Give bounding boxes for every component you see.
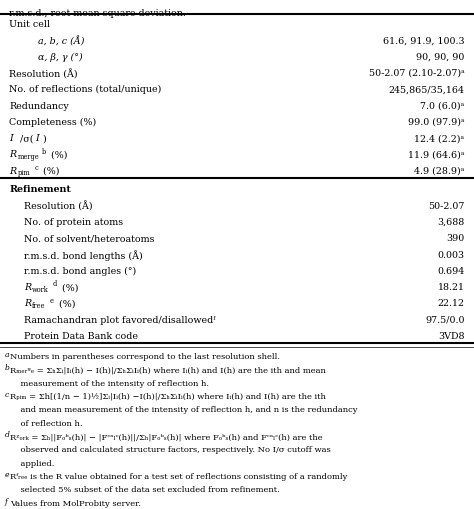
Text: Rᵡₒᵣₖ = Σₕ||Fₒᵇₛ(h)| − |Fᶜᵃₗᶜ(h)||/Σₕ|Fₒᵇₛ(h)| where Fₒᵇₛ(h) and Fᶜᵃₗᶜ(h) are th: Rᵡₒᵣₖ = Σₕ||Fₒᵇₛ(h)| − |Fᶜᵃₗᶜ(h)||/Σₕ|Fₒ… xyxy=(10,433,323,441)
Text: e: e xyxy=(5,471,9,479)
Text: 4.9 (28.9)ᵃ: 4.9 (28.9)ᵃ xyxy=(414,167,465,176)
Text: α, β, γ (°): α, β, γ (°) xyxy=(38,53,82,62)
Text: free: free xyxy=(32,302,46,310)
Text: Ramachandran plot favored/disallowedᶠ: Ramachandran plot favored/disallowedᶠ xyxy=(24,316,215,325)
Text: (%): (%) xyxy=(59,283,79,292)
Text: b: b xyxy=(5,364,9,372)
Text: 90, 90, 90: 90, 90, 90 xyxy=(416,53,465,62)
Text: Numbers in parentheses correspond to the last resolution shell.: Numbers in parentheses correspond to the… xyxy=(10,353,281,361)
Text: Values from MolProbity server.: Values from MolProbity server. xyxy=(10,500,141,508)
Text: 3,688: 3,688 xyxy=(438,218,465,227)
Text: 390: 390 xyxy=(446,234,465,243)
Text: Rₚᵢₘ = Σh[(1/n − 1)½]Σᵢ|Iᵢ(h) −I(h)|/ΣₕΣᵢIᵢ(h) where Iᵢ(h) and I(h) are the ith: Rₚᵢₘ = Σh[(1/n − 1)½]Σᵢ|Iᵢ(h) −I(h)|/ΣₕΣ… xyxy=(10,393,326,401)
Text: 3VD8: 3VD8 xyxy=(438,332,465,341)
Text: 50-2.07 (2.10-2.07)ᵃ: 50-2.07 (2.10-2.07)ᵃ xyxy=(369,69,465,78)
Text: Rₘₑᵣᶢₑ = ΣₕΣᵢ|Iᵢ(h) − I(h)|/ΣₕΣᵢIᵢ(h) where Iᵢ(h) and I(h) are the ith and mean: Rₘₑᵣᶢₑ = ΣₕΣᵢ|Iᵢ(h) − I(h)|/ΣₕΣᵢIᵢ(h) wh… xyxy=(10,366,326,374)
Text: No. of protein atoms: No. of protein atoms xyxy=(24,218,123,227)
Text: Rᶠᵣₑₑ is the R value obtained for a test set of reflections consisting of a rand: Rᶠᵣₑₑ is the R value obtained for a test… xyxy=(10,473,348,481)
Text: No. of reflections (total/unique): No. of reflections (total/unique) xyxy=(9,86,162,95)
Text: of reflection h.: of reflection h. xyxy=(10,420,83,428)
Text: Resolution (Å): Resolution (Å) xyxy=(9,69,78,79)
Text: merge: merge xyxy=(18,153,40,161)
Text: R: R xyxy=(9,151,17,159)
Text: 7.0 (6.0)ᵃ: 7.0 (6.0)ᵃ xyxy=(420,102,465,110)
Text: r.m.s.d. bond lengths (Å): r.m.s.d. bond lengths (Å) xyxy=(24,250,143,261)
Text: a: a xyxy=(5,351,9,359)
Text: (%): (%) xyxy=(56,299,75,308)
Text: 18.21: 18.21 xyxy=(438,283,465,292)
Text: and mean measurement of the intensity of reflection h, and n is the redundancy: and mean measurement of the intensity of… xyxy=(10,406,358,414)
Text: work: work xyxy=(32,286,49,294)
Text: 11.9 (64.6)ᵃ: 11.9 (64.6)ᵃ xyxy=(408,151,465,159)
Text: e: e xyxy=(50,297,54,305)
Text: Completeness (%): Completeness (%) xyxy=(9,118,97,127)
Text: 0.694: 0.694 xyxy=(438,267,465,276)
Text: applied.: applied. xyxy=(10,460,55,468)
Text: Redundancy: Redundancy xyxy=(9,102,69,110)
Text: d: d xyxy=(53,280,57,289)
Text: r.m.s.d. bond angles (°): r.m.s.d. bond angles (°) xyxy=(24,267,136,276)
Text: r.m.s.d., root mean square deviation.: r.m.s.d., root mean square deviation. xyxy=(9,9,186,17)
Text: f: f xyxy=(5,498,8,506)
Text: 12.4 (2.2)ᵃ: 12.4 (2.2)ᵃ xyxy=(414,134,465,143)
Text: Refinement: Refinement xyxy=(9,185,72,194)
Text: I: I xyxy=(9,134,13,143)
Text: 61.6, 91.9, 100.3: 61.6, 91.9, 100.3 xyxy=(383,37,465,45)
Text: b: b xyxy=(42,148,46,156)
Text: 99.0 (97.9)ᵃ: 99.0 (97.9)ᵃ xyxy=(408,118,465,127)
Text: R: R xyxy=(24,283,31,292)
Text: No. of solvent/heteroatoms: No. of solvent/heteroatoms xyxy=(24,234,154,243)
Text: a, b, c (Å): a, b, c (Å) xyxy=(38,37,84,47)
Text: I: I xyxy=(35,134,39,143)
Text: Protein Data Bank code: Protein Data Bank code xyxy=(24,332,138,341)
Text: /σ(: /σ( xyxy=(20,134,33,143)
Text: 245,865/35,164: 245,865/35,164 xyxy=(389,86,465,94)
Text: 0.003: 0.003 xyxy=(438,250,465,260)
Text: c: c xyxy=(5,391,9,399)
Text: measurement of the intensity of reflection h.: measurement of the intensity of reflecti… xyxy=(10,380,210,388)
Text: ): ) xyxy=(43,134,46,143)
Text: observed and calculated structure factors, respectively. No I/σ cutoff was: observed and calculated structure factor… xyxy=(10,446,331,455)
Text: selected 5% subset of the data set excluded from refinement.: selected 5% subset of the data set exclu… xyxy=(10,487,280,494)
Text: 22.12: 22.12 xyxy=(438,299,465,308)
Text: c: c xyxy=(34,164,38,172)
Text: 50-2.07: 50-2.07 xyxy=(428,202,465,211)
Text: (%): (%) xyxy=(48,151,68,159)
Text: R: R xyxy=(9,167,17,176)
Text: d: d xyxy=(5,431,9,439)
Text: pim: pim xyxy=(18,169,31,178)
Text: (%): (%) xyxy=(40,167,60,176)
Text: R: R xyxy=(24,299,31,308)
Text: 97.5/0.0: 97.5/0.0 xyxy=(425,316,465,325)
Text: Unit cell: Unit cell xyxy=(9,20,51,29)
Text: Resolution (Å): Resolution (Å) xyxy=(24,202,92,212)
